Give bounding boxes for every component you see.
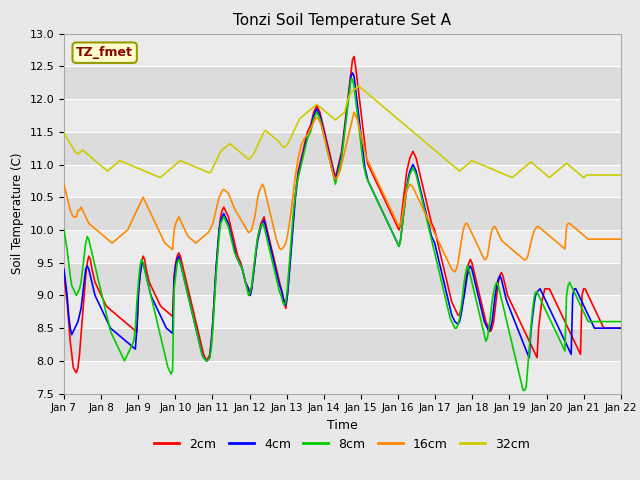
4cm — [617, 325, 625, 331]
Line: 8cm: 8cm — [64, 79, 621, 390]
Legend: 2cm, 4cm, 8cm, 16cm, 32cm: 2cm, 4cm, 8cm, 16cm, 32cm — [150, 433, 535, 456]
Bar — [64, 328, 621, 361]
16cm — [303, 132, 311, 138]
2cm — [617, 325, 625, 331]
8cm — [519, 387, 527, 393]
16cm — [226, 194, 234, 200]
8cm — [254, 234, 262, 240]
Bar — [64, 263, 621, 295]
4cm — [60, 266, 68, 272]
Bar — [64, 197, 621, 230]
4cm — [349, 70, 356, 76]
Bar — [64, 66, 621, 99]
4cm — [255, 230, 263, 236]
Bar — [64, 230, 621, 263]
Title: Tonzi Soil Temperature Set A: Tonzi Soil Temperature Set A — [234, 13, 451, 28]
8cm — [347, 76, 355, 82]
16cm — [350, 109, 358, 115]
2cm — [228, 227, 236, 233]
16cm — [129, 217, 136, 223]
16cm — [617, 236, 625, 242]
16cm — [451, 269, 459, 275]
4cm — [129, 344, 136, 349]
Line: 16cm: 16cm — [64, 112, 621, 272]
Bar — [64, 361, 621, 394]
8cm — [60, 227, 68, 233]
2cm — [305, 126, 313, 132]
4cm — [305, 129, 313, 135]
Line: 32cm: 32cm — [64, 86, 621, 178]
Line: 2cm: 2cm — [64, 57, 621, 372]
2cm — [60, 273, 68, 279]
Bar — [64, 99, 621, 132]
32cm — [129, 163, 136, 168]
2cm — [246, 292, 254, 298]
16cm — [589, 236, 596, 242]
Bar — [64, 34, 621, 66]
4cm — [589, 322, 596, 328]
32cm — [60, 130, 68, 136]
4cm — [228, 234, 236, 240]
2cm — [350, 54, 358, 60]
4cm — [203, 358, 211, 364]
X-axis label: Time: Time — [327, 419, 358, 432]
2cm — [130, 326, 138, 332]
Bar — [64, 295, 621, 328]
Bar — [64, 165, 621, 197]
32cm — [156, 175, 164, 180]
8cm — [226, 230, 234, 236]
32cm — [305, 108, 313, 114]
2cm — [72, 370, 80, 375]
32cm — [355, 83, 362, 89]
8cm — [129, 342, 136, 348]
8cm — [244, 292, 252, 298]
32cm — [617, 172, 625, 178]
Y-axis label: Soil Temperature (C): Soil Temperature (C) — [11, 153, 24, 275]
16cm — [244, 230, 252, 236]
32cm — [255, 139, 263, 144]
4cm — [246, 292, 254, 298]
8cm — [617, 319, 625, 324]
2cm — [255, 227, 263, 233]
8cm — [589, 319, 596, 324]
Bar — [64, 132, 621, 165]
16cm — [60, 181, 68, 187]
2cm — [589, 302, 596, 308]
Text: TZ_fmet: TZ_fmet — [76, 46, 133, 59]
32cm — [246, 155, 254, 161]
Line: 4cm: 4cm — [64, 73, 621, 361]
8cm — [303, 135, 311, 141]
32cm — [228, 142, 236, 148]
16cm — [254, 194, 262, 200]
32cm — [589, 172, 596, 178]
